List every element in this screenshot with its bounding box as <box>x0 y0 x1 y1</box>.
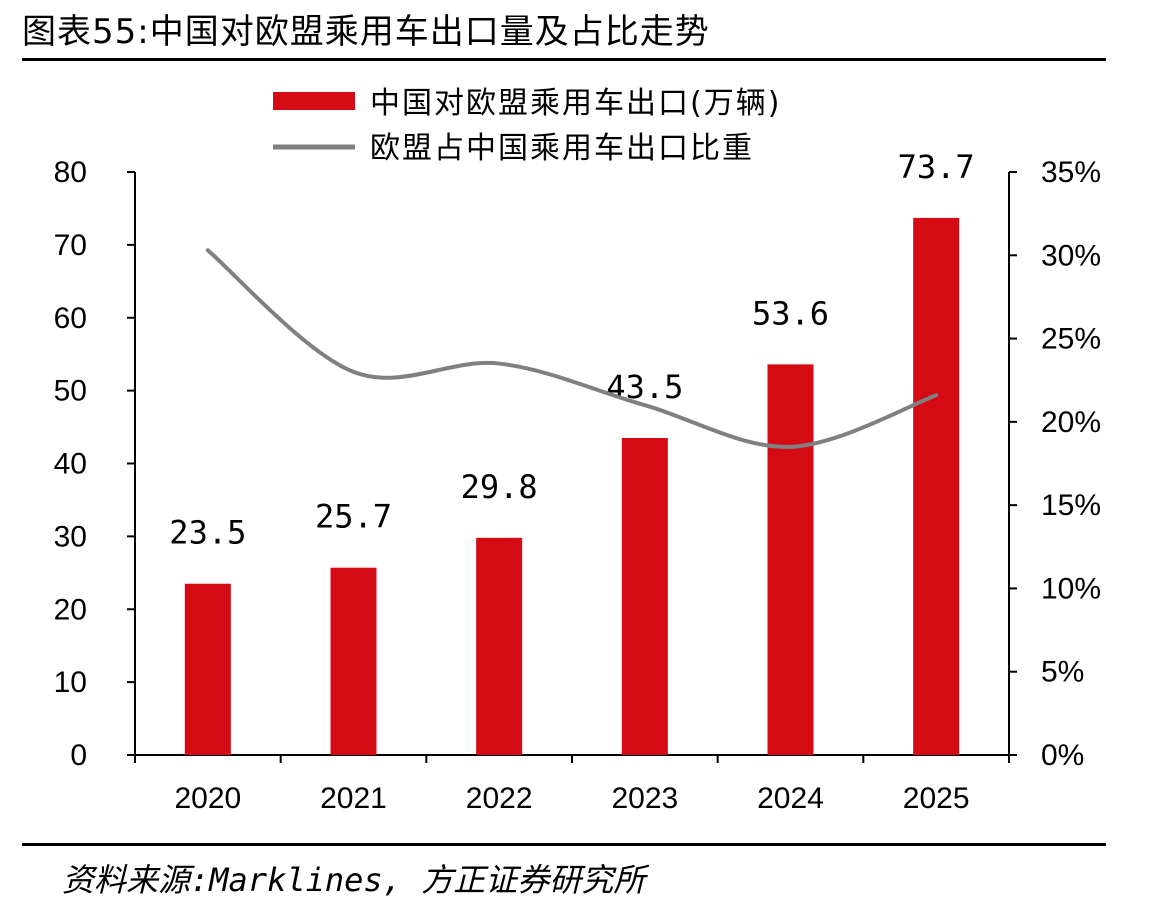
bar <box>913 217 960 755</box>
right-tick-label: 15% <box>1041 489 1101 522</box>
bar-data-label: 29.8 <box>461 468 538 506</box>
left-tick-label: 80 <box>54 156 87 189</box>
legend-line-label: 欧盟占中国乘用车出口比重 <box>370 131 754 166</box>
left-tick-label: 0 <box>70 739 87 772</box>
left-tick-label: 70 <box>54 229 87 262</box>
source-note: 资料来源:Marklines, 方正证券研究所 <box>62 861 646 899</box>
bottom-rule <box>22 843 1106 846</box>
share-line <box>205 248 939 449</box>
x-tick-label: 2022 <box>466 782 533 815</box>
right-tick-label: 0% <box>1041 739 1084 772</box>
right-tick-label: 10% <box>1041 572 1101 605</box>
left-tick-label: 50 <box>54 375 87 408</box>
right-tick-label: 30% <box>1041 239 1101 272</box>
bar-data-label: 73.7 <box>898 148 975 186</box>
bar-data-label: 43.5 <box>606 368 683 406</box>
x-tick-label: 2021 <box>320 782 387 815</box>
right-tick-label: 5% <box>1041 656 1084 689</box>
bar-data-label: 23.5 <box>169 514 246 552</box>
left-tick-label: 10 <box>54 666 87 699</box>
x-tick-label: 2020 <box>174 782 241 815</box>
bar <box>621 437 668 755</box>
bar-data-label: 25.7 <box>315 498 392 536</box>
left-tick-label: 60 <box>54 302 87 335</box>
legend-bar-swatch <box>273 92 355 110</box>
bar <box>184 583 231 755</box>
legend-bar-label: 中国对欧盟乘用车出口(万辆) <box>370 86 781 121</box>
x-tick-label: 2025 <box>903 782 970 815</box>
bar <box>476 537 523 755</box>
x-tick-label: 2023 <box>611 782 678 815</box>
right-tick-label: 25% <box>1041 323 1101 356</box>
bar <box>330 567 377 755</box>
right-tick-label: 20% <box>1041 406 1101 439</box>
top-rule <box>22 58 1106 61</box>
x-tick-label: 2024 <box>757 782 824 815</box>
right-tick-label: 35% <box>1041 156 1101 189</box>
bar <box>767 364 814 755</box>
left-tick-label: 40 <box>54 448 87 481</box>
left-tick-label: 30 <box>54 520 87 553</box>
chart-title: 图表55:中国对欧盟乘用车出口量及占比走势 <box>22 12 710 52</box>
left-tick-label: 20 <box>54 593 87 626</box>
bar-data-label: 53.6 <box>752 294 829 332</box>
